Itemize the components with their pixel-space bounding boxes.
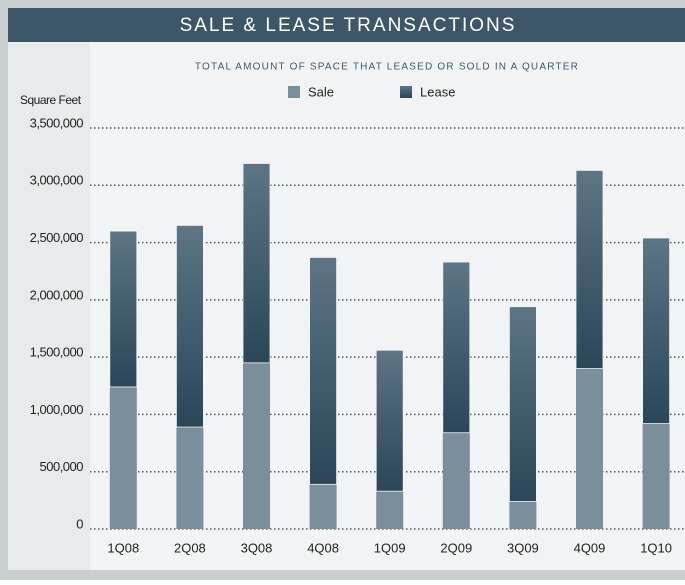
legend-swatch [288, 86, 300, 98]
y-tick-label: 500,000 [40, 459, 84, 474]
y-tick-label: 0 [76, 516, 83, 531]
x-tick-label: 4Q08 [307, 540, 339, 555]
bar-segment [175, 224, 204, 428]
chart-title: SALE & LEASE TRANSACTIONS [180, 15, 517, 36]
y-tick-label: 1,000,000 [30, 402, 84, 417]
x-tick-label: 3Q08 [241, 540, 273, 555]
bar-segment [309, 257, 338, 485]
bar-segment [109, 386, 137, 529]
bar-segment [442, 432, 470, 529]
header [8, 8, 685, 42]
bar-segment [109, 230, 138, 388]
bar-segment [243, 362, 270, 529]
legend-swatch [400, 86, 412, 98]
bar-segment [576, 368, 603, 529]
y-tick-label: 3,000,000 [30, 173, 84, 188]
y-tick-label: 2,500,000 [30, 230, 84, 245]
bar-segment [575, 169, 604, 370]
x-tick-label: 4Q09 [574, 540, 606, 555]
y-axis-label: Square Feet [20, 93, 82, 107]
bar-segment [375, 349, 404, 492]
bar-segment [642, 237, 670, 424]
bar-segment [242, 163, 271, 364]
bar-segment [509, 501, 537, 529]
x-tick-label: 2Q08 [174, 540, 206, 555]
bar-segment [376, 491, 404, 529]
subtitle: TOTAL AMOUNT OF SPACE THAT LEASED OR SOL… [195, 62, 579, 73]
bar-segment [642, 423, 670, 529]
bar-segment [176, 427, 204, 529]
bar-segment [442, 261, 471, 434]
x-tick-label: 1Q08 [107, 540, 139, 555]
y-tick-label: 1,500,000 [30, 345, 84, 360]
y-tick-label: 2,000,000 [30, 287, 84, 302]
x-tick-label: 1Q10 [640, 540, 672, 555]
x-tick-label: 2Q09 [440, 540, 472, 555]
legend-label: Sale [308, 84, 334, 99]
bar-segment [309, 484, 337, 529]
legend-label: Lease [420, 84, 455, 99]
x-tick-label: 3Q09 [507, 540, 539, 555]
x-tick-label: 1Q09 [374, 540, 406, 555]
y-tick-label: 3,500,000 [30, 115, 84, 130]
bar-segment [508, 306, 537, 502]
